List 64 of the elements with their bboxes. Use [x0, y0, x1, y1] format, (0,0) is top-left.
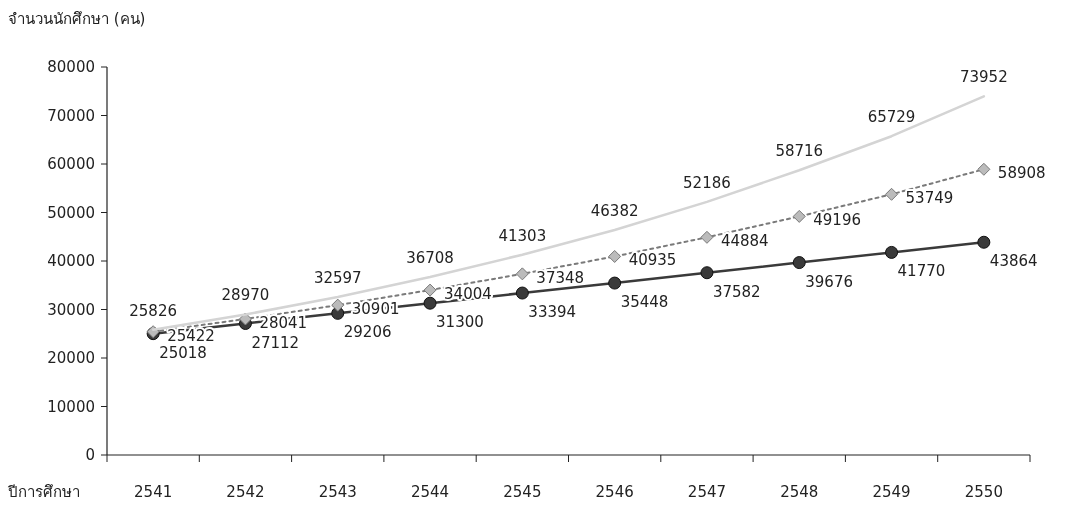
- data-label: 29206: [343, 323, 392, 342]
- data-label: 36708: [406, 248, 454, 267]
- data-label: 58908: [997, 164, 1046, 183]
- data-label: 25422: [167, 326, 215, 345]
- data-label: 37348: [536, 268, 585, 287]
- y-tick-label: 50000: [47, 203, 95, 222]
- point: [608, 276, 622, 290]
- data-label: 52186: [683, 173, 731, 192]
- point: [792, 209, 806, 223]
- x-tick-label: 2544: [410, 483, 450, 501]
- y-tick-label: 0: [85, 446, 95, 464]
- data-label: 39676: [805, 272, 853, 291]
- data-label: 43864: [989, 252, 1038, 271]
- point: [608, 249, 622, 263]
- y-axis-title: จำนวนนักศึกษา (คน): [8, 10, 146, 28]
- y-tick-label: 40000: [47, 252, 95, 270]
- x-tick-label: 2549: [872, 483, 911, 501]
- x-tick-label: 2548: [780, 483, 819, 501]
- data-label: 28041: [259, 314, 308, 332]
- point: [977, 235, 991, 249]
- x-tick-label: 2545: [503, 483, 542, 501]
- point: [700, 230, 714, 244]
- data-label: 41770: [897, 262, 946, 281]
- point: [423, 296, 437, 310]
- point: [977, 162, 991, 176]
- data-label: 40935: [628, 251, 677, 270]
- data-label: 32597: [313, 268, 362, 287]
- y-tick-label: 20000: [47, 349, 95, 367]
- y-tick-label: 10000: [47, 397, 95, 416]
- data-label: 28970: [221, 286, 270, 305]
- data-label: 49196: [813, 211, 861, 230]
- y-tick-label: 80000: [47, 58, 95, 76]
- x-tick-label: 2547: [687, 483, 727, 501]
- point: [331, 298, 345, 312]
- y-tick-label: 60000: [47, 155, 95, 173]
- x-tick-label: 2543: [318, 483, 357, 501]
- data-label: 41303: [498, 226, 547, 245]
- data-label: 25018: [159, 343, 207, 362]
- point: [885, 187, 899, 201]
- data-label: 44884: [720, 232, 769, 251]
- x-tick-label: 2550: [964, 483, 1003, 501]
- x-tick-label: 2546: [595, 483, 634, 501]
- point: [515, 286, 529, 300]
- y-tick-label: 70000: [47, 106, 95, 125]
- data-label: 65729: [867, 108, 916, 127]
- x-tick-label: 2542: [226, 483, 265, 501]
- x-tick-label: 2541: [134, 483, 173, 501]
- point: [515, 267, 529, 281]
- data-label: 31300: [436, 313, 484, 332]
- data-label: 46382: [590, 202, 639, 221]
- data-label: 25826: [129, 301, 178, 320]
- point: [792, 256, 806, 270]
- point: [885, 245, 899, 259]
- data-label: 53749: [905, 189, 954, 208]
- data-label: 35448: [620, 293, 669, 312]
- point: [700, 266, 714, 280]
- data-label: 33394: [528, 303, 577, 322]
- data-label: 27112: [251, 333, 300, 352]
- x-axis-title: ปีการศึกษา: [7, 483, 80, 501]
- data-label: 58716: [775, 142, 824, 161]
- data-label: 73952: [959, 68, 1008, 87]
- data-label: 37582: [712, 282, 761, 301]
- point: [423, 283, 437, 297]
- y-tick-label: 30000: [47, 300, 95, 319]
